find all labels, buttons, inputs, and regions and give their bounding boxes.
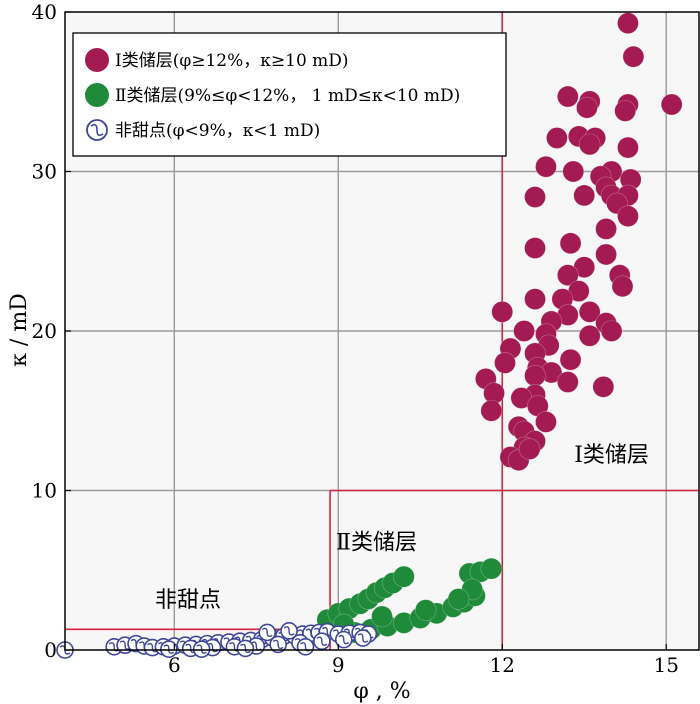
nonsweet-point — [296, 638, 315, 656]
x-axis-title: φ , % — [353, 679, 410, 704]
legend-marker-class2 — [85, 83, 109, 107]
class1-point — [557, 371, 579, 393]
class1-point — [578, 324, 601, 347]
nonsweet-point — [160, 640, 178, 659]
class2-point — [447, 588, 470, 610]
x-tick-label: 12 — [490, 653, 515, 677]
class1-point — [562, 160, 585, 183]
class1-point — [578, 133, 601, 156]
region-label: 非甜点 — [155, 588, 221, 613]
class1-point — [524, 364, 546, 387]
y-tick-label: 30 — [32, 160, 57, 184]
class1-point — [518, 438, 541, 460]
class1-point — [480, 399, 503, 422]
class1-point — [622, 45, 645, 68]
nonsweet-point — [354, 629, 372, 647]
region-label: Ⅰ类储层 — [574, 443, 649, 468]
y-axis-title: κ / mD — [7, 293, 32, 367]
legend-marker-class1 — [85, 48, 109, 72]
legend: Ⅰ类储层(φ≥12%，κ≥10 mD) Ⅱ类储层(9%≤φ<12%， 1 mD≤κ… — [72, 32, 507, 157]
class1-point — [546, 127, 568, 149]
legend-label-nonsweet: 非甜点(φ<9%，κ<1 mD) — [115, 121, 320, 141]
legend-label-class1: Ⅰ类储层(φ≥12%，κ≥10 mD) — [115, 51, 349, 71]
y-tick-label: 10 — [32, 479, 57, 503]
class2-point — [414, 599, 437, 621]
class1-point — [559, 348, 582, 371]
data-points — [56, 12, 683, 659]
class1-point — [611, 275, 634, 298]
class1-point — [494, 352, 516, 374]
class1-point — [513, 320, 535, 342]
axis-ticks: 6 9 12 15 0 10 20 30 40 — [32, 0, 679, 677]
class1-point — [535, 411, 557, 433]
class1-point — [491, 301, 514, 323]
nonsweet-point — [334, 630, 353, 649]
x-tick-label: 6 — [168, 653, 181, 677]
class1-point — [617, 12, 639, 34]
class1-point — [557, 85, 579, 108]
region-label: Ⅱ类储层 — [336, 531, 417, 556]
nonsweet-point — [269, 635, 287, 654]
class1-point — [524, 186, 546, 208]
y-tick-label: 20 — [32, 319, 57, 343]
class2-point — [480, 557, 503, 580]
legend-marker-nonsweet — [86, 119, 108, 141]
y-tick-label: 40 — [32, 0, 57, 24]
class1-point — [576, 96, 598, 119]
class1-point — [524, 288, 546, 310]
class1-point — [617, 205, 639, 227]
x-tick-label: 9 — [332, 653, 345, 677]
class1-point — [600, 320, 623, 342]
nonsweet-point — [192, 640, 211, 659]
class1-point — [595, 218, 617, 240]
class2-point — [393, 565, 415, 588]
class1-point — [578, 301, 601, 323]
x-tick-label: 15 — [653, 653, 678, 677]
class1-point — [617, 136, 639, 159]
legend-label-class2: Ⅱ类储层(9%≤φ<12%， 1 mD≤κ<10 mD) — [115, 86, 460, 106]
class1-point — [573, 184, 596, 207]
nonsweet-point — [280, 622, 298, 640]
nonsweet-point — [258, 623, 277, 642]
class1-point — [595, 243, 617, 266]
legend-box — [72, 32, 507, 157]
nonsweet-point — [236, 639, 255, 658]
class2-point — [371, 605, 393, 628]
y-tick-label: 0 — [44, 638, 57, 662]
nonsweet-point — [313, 632, 331, 651]
class1-point — [524, 237, 546, 259]
class1-point — [557, 264, 579, 286]
class1-point — [535, 155, 557, 178]
class1-point — [592, 376, 615, 398]
class1-point — [660, 93, 683, 116]
class1-point — [614, 100, 637, 122]
class1-point — [559, 232, 582, 255]
